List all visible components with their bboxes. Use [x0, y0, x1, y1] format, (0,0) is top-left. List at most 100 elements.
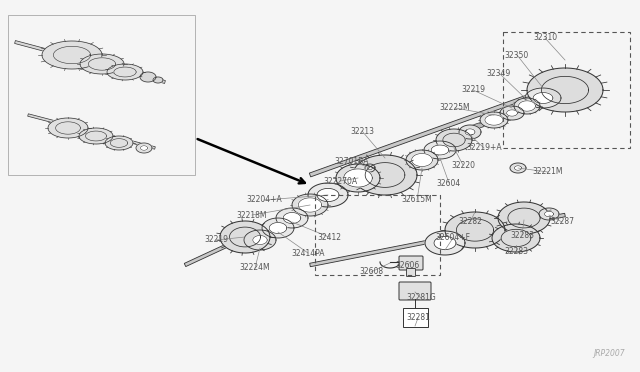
- Polygon shape: [368, 166, 372, 170]
- Polygon shape: [424, 141, 456, 159]
- Polygon shape: [443, 133, 465, 147]
- Polygon shape: [310, 213, 565, 267]
- Text: 32615M: 32615M: [402, 196, 433, 205]
- Polygon shape: [114, 67, 136, 77]
- Text: 32310: 32310: [533, 33, 557, 42]
- Polygon shape: [412, 154, 433, 167]
- Polygon shape: [79, 128, 113, 144]
- Polygon shape: [431, 145, 449, 155]
- Polygon shape: [480, 112, 508, 128]
- Polygon shape: [365, 164, 375, 172]
- Text: 32604+F: 32604+F: [435, 234, 470, 243]
- Text: 322270A: 322270A: [323, 176, 357, 186]
- Polygon shape: [492, 224, 540, 252]
- Polygon shape: [269, 222, 287, 234]
- Polygon shape: [86, 131, 106, 141]
- Polygon shape: [15, 41, 165, 83]
- Text: 32350: 32350: [505, 51, 529, 60]
- Polygon shape: [527, 68, 603, 112]
- Polygon shape: [465, 129, 475, 135]
- Text: 32213: 32213: [350, 126, 374, 135]
- Polygon shape: [184, 169, 391, 267]
- Polygon shape: [244, 230, 276, 250]
- FancyBboxPatch shape: [399, 282, 431, 300]
- Polygon shape: [262, 218, 294, 238]
- Polygon shape: [514, 98, 540, 114]
- Polygon shape: [525, 88, 561, 108]
- Text: 32219: 32219: [204, 235, 228, 244]
- Text: 32287: 32287: [550, 218, 574, 227]
- Polygon shape: [105, 136, 133, 150]
- Text: 32281: 32281: [406, 314, 430, 323]
- Polygon shape: [353, 155, 417, 195]
- Text: 32221M: 32221M: [532, 167, 563, 176]
- FancyBboxPatch shape: [403, 308, 428, 327]
- Polygon shape: [500, 106, 524, 120]
- Polygon shape: [545, 211, 554, 217]
- Text: 32283: 32283: [510, 231, 534, 240]
- Polygon shape: [456, 219, 493, 241]
- Text: 32220: 32220: [451, 160, 475, 170]
- Text: 32283: 32283: [504, 247, 528, 257]
- Text: 32219+A: 32219+A: [466, 144, 502, 153]
- Text: 32282: 32282: [458, 218, 482, 227]
- Text: 32412: 32412: [317, 232, 341, 241]
- Polygon shape: [485, 115, 503, 125]
- Polygon shape: [508, 208, 540, 228]
- Polygon shape: [436, 129, 472, 151]
- Polygon shape: [518, 101, 536, 111]
- Polygon shape: [539, 208, 559, 220]
- Polygon shape: [220, 221, 270, 253]
- Bar: [503, 32, 630, 148]
- Polygon shape: [406, 150, 438, 170]
- Polygon shape: [449, 120, 491, 137]
- Polygon shape: [136, 143, 152, 153]
- Text: JRP2007: JRP2007: [593, 349, 625, 358]
- Polygon shape: [140, 72, 156, 82]
- Polygon shape: [510, 163, 526, 173]
- Polygon shape: [42, 41, 102, 69]
- Polygon shape: [309, 76, 580, 177]
- Polygon shape: [88, 58, 116, 70]
- Text: 32281G: 32281G: [406, 294, 436, 302]
- Text: 32608: 32608: [359, 267, 383, 276]
- Polygon shape: [80, 54, 124, 74]
- Polygon shape: [56, 122, 81, 134]
- Polygon shape: [507, 110, 517, 116]
- Polygon shape: [515, 166, 522, 170]
- Text: 32224M: 32224M: [240, 263, 270, 273]
- Polygon shape: [140, 146, 148, 150]
- Polygon shape: [317, 188, 339, 202]
- Polygon shape: [434, 236, 456, 250]
- FancyBboxPatch shape: [399, 256, 423, 270]
- Polygon shape: [365, 163, 405, 187]
- Text: 32218M: 32218M: [237, 211, 268, 219]
- Polygon shape: [292, 194, 328, 216]
- Polygon shape: [107, 64, 143, 80]
- Text: 32414PA: 32414PA: [291, 248, 324, 257]
- Text: 32225M: 32225M: [440, 103, 470, 112]
- Polygon shape: [48, 118, 88, 138]
- Polygon shape: [425, 231, 465, 255]
- Polygon shape: [153, 77, 163, 83]
- Polygon shape: [445, 212, 505, 248]
- Bar: [8, 15, 195, 175]
- Polygon shape: [498, 202, 550, 234]
- Text: 32219: 32219: [461, 86, 485, 94]
- Text: 32604: 32604: [437, 179, 461, 187]
- Polygon shape: [284, 212, 301, 224]
- Polygon shape: [308, 183, 348, 207]
- Polygon shape: [28, 114, 156, 149]
- Polygon shape: [336, 164, 380, 192]
- Polygon shape: [276, 208, 308, 228]
- Text: 32701BA: 32701BA: [335, 157, 369, 166]
- FancyBboxPatch shape: [406, 269, 415, 276]
- Polygon shape: [298, 198, 322, 212]
- Polygon shape: [230, 227, 260, 247]
- Polygon shape: [253, 235, 268, 244]
- Polygon shape: [501, 229, 531, 247]
- Polygon shape: [459, 125, 481, 139]
- Polygon shape: [53, 46, 91, 64]
- Text: 32204+A: 32204+A: [246, 196, 282, 205]
- Bar: [315, 195, 440, 275]
